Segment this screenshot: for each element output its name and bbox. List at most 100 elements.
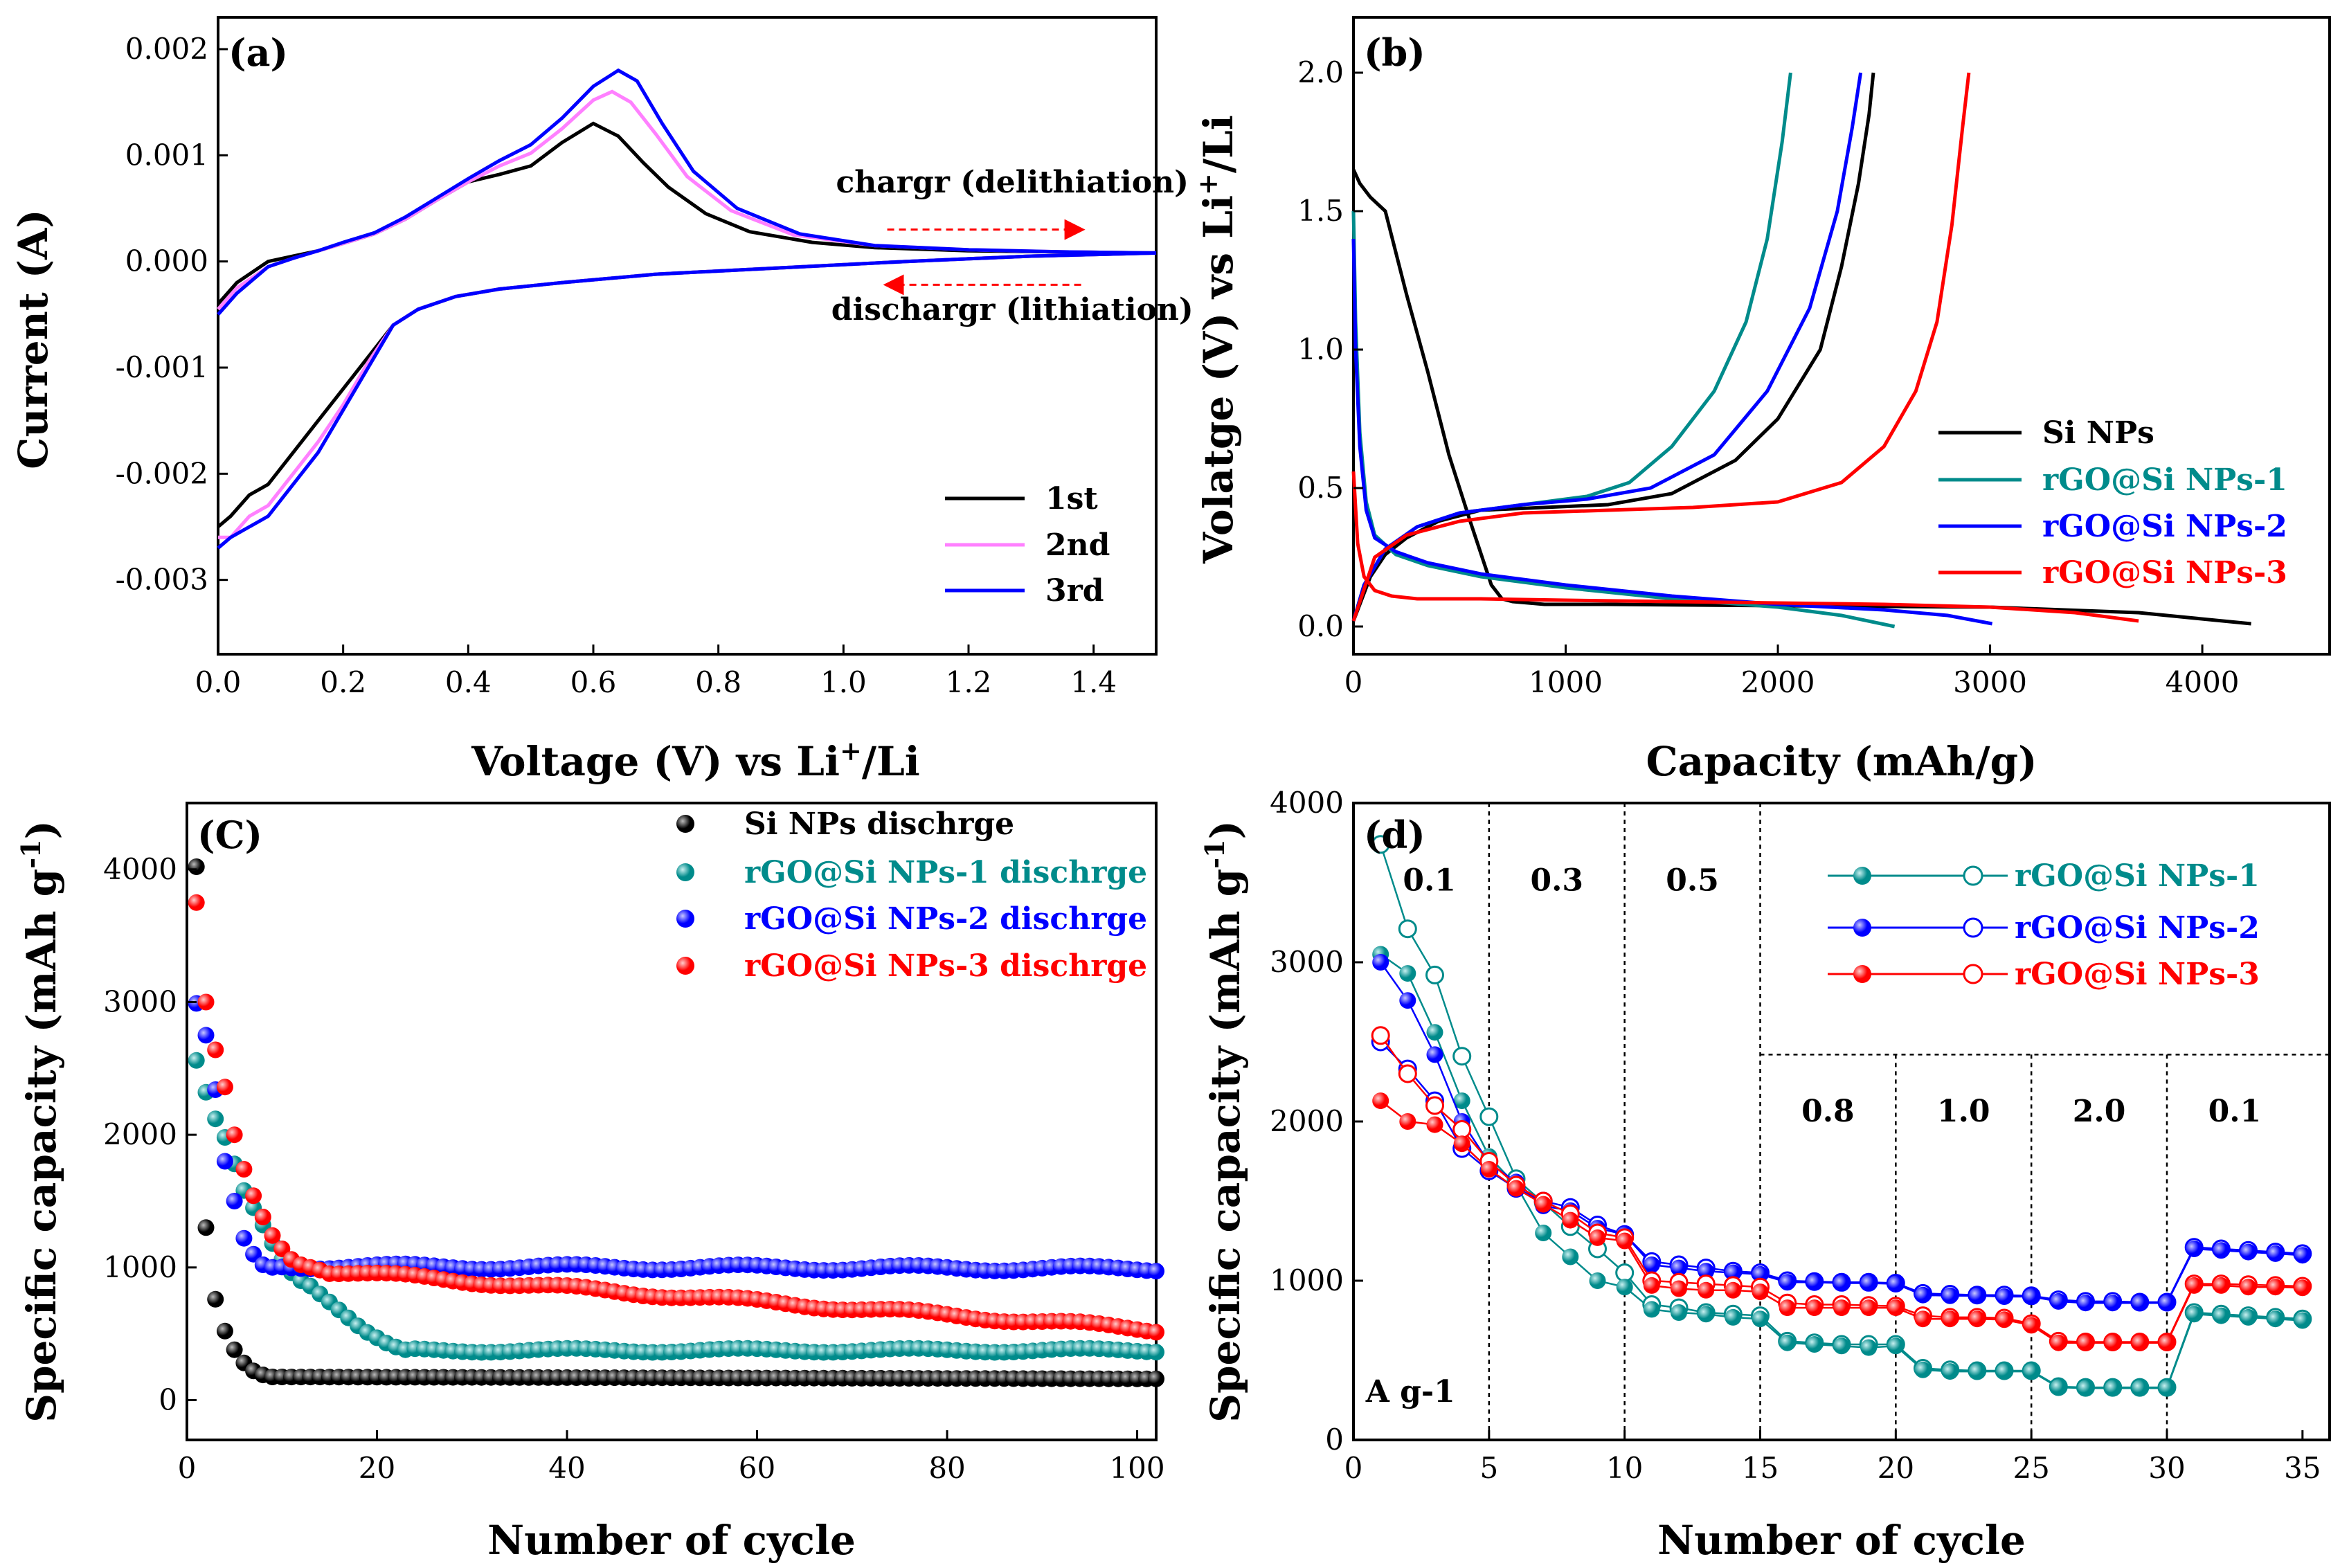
y-tick-label: -0.003: [116, 563, 208, 597]
charge-curve: [1351, 72, 1792, 622]
data-point: [1752, 1283, 1769, 1301]
data-point: [1426, 1024, 1443, 1041]
data-point: [1698, 1281, 1715, 1299]
legend: Si NPs rGO@Si NPs-1 rGO@Si NPs-2 rGO@Si …: [1938, 415, 2287, 591]
data-point: [1562, 1211, 1579, 1229]
data-point: [216, 1153, 233, 1170]
data-point: [1426, 1046, 1443, 1063]
legend-marker-rgo3-b: [1963, 964, 1983, 984]
data-point: [1914, 1286, 1932, 1304]
data-point: [207, 1110, 224, 1128]
data-point: [1671, 1259, 1687, 1277]
data-point: [2240, 1308, 2257, 1326]
plot-frame: [186, 802, 1158, 1441]
data-point: [1725, 1281, 1742, 1299]
data-point: [1535, 1225, 1552, 1241]
data-point: [1399, 965, 1416, 982]
data-point: [2267, 1279, 2284, 1296]
legend-label-1st: 1st: [1045, 481, 1098, 516]
data-point: [2077, 1295, 2094, 1312]
y-axis-label: Specific capacity (mAh g-1): [1199, 820, 1249, 1423]
data-point: [1148, 1324, 1164, 1341]
series-group: [1351, 72, 2251, 629]
data-point: [2159, 1380, 2175, 1397]
x-tick-label: 1000: [1529, 665, 1603, 699]
y-tick-label: 0.0: [1297, 609, 1344, 643]
legend-marker-rgo2: [676, 910, 694, 928]
data-point: [1480, 1161, 1497, 1178]
data-point: [1453, 1092, 1470, 1110]
y-tick-label: 0.5: [1297, 471, 1344, 505]
data-point: [2294, 1247, 2311, 1264]
data-point: [1833, 1299, 1850, 1317]
data-point-open: [1615, 1263, 1635, 1282]
data-point-open: [1425, 1096, 1444, 1115]
data-point: [1616, 1232, 1633, 1250]
legend-marker-rgo1-b: [1963, 865, 1983, 886]
legend-marker-rgo2-b: [1963, 917, 1983, 938]
y-tick-label: -0.001: [116, 350, 208, 384]
data-point: [1860, 1339, 1878, 1356]
x-tick-label: 0: [178, 1451, 197, 1485]
legend-marker-si: [676, 815, 694, 833]
legend-label-si-nps: Si NPs: [2042, 415, 2154, 451]
data-point: [2213, 1242, 2230, 1259]
charge-curve: [1351, 72, 1971, 622]
data-point-open: [1425, 965, 1444, 984]
rate-label: 0.5: [1666, 863, 1719, 899]
panel-label: (b): [1364, 30, 1425, 75]
x-axis-label: Capacity (mAh/g): [1646, 738, 2037, 785]
data-point: [2186, 1241, 2203, 1257]
rate-label: 0.1: [2208, 1094, 2262, 1129]
data-point: [245, 1245, 262, 1263]
data-point: [1698, 1306, 1715, 1323]
x-tick-label: 40: [548, 1451, 585, 1485]
axis-ticks: 0.0 0.2 0.4 0.6 0.8 1.0 1.2 1.4 0.002 0.001 0.000 -…: [116, 32, 1117, 699]
data-point: [188, 1052, 205, 1069]
y-axis-label-sup: -1: [15, 840, 46, 869]
data-point-open: [1452, 1120, 1472, 1139]
data-point: [2023, 1317, 2040, 1334]
data-point: [1399, 1113, 1416, 1130]
data-point: [2077, 1334, 2094, 1351]
x-tick-label: 1.0: [820, 665, 867, 699]
data-point: [1752, 1310, 1769, 1328]
data-point: [2050, 1334, 2067, 1351]
legend-label-2nd: 2nd: [1045, 528, 1110, 563]
data-point: [2023, 1363, 2040, 1380]
y-tick-label: 2.0: [1297, 55, 1344, 89]
legend-label-rgo2: rGO@Si NPs-2 dischrge: [744, 901, 1147, 937]
data-point: [1806, 1274, 1823, 1291]
data-point-open: [1371, 835, 1390, 854]
data-point: [245, 1187, 262, 1205]
data-point: [2213, 1277, 2230, 1294]
discharge-curve: [1351, 168, 2251, 626]
data-point: [1996, 1363, 2013, 1380]
data-point: [1887, 1275, 1905, 1292]
data-point: [2104, 1334, 2121, 1351]
panel-b-voltage-chart: 0 1000 2000 3000 4000 0.0 0.5 1.0 1.5 2.0 (b) Si …: [1192, 16, 2331, 785]
rate-dividers: [1488, 803, 2330, 1440]
charge-curve: [1351, 72, 1875, 622]
data-point: [1671, 1304, 1687, 1321]
x-tick-label: 20: [1878, 1451, 1914, 1485]
data-point: [2186, 1277, 2203, 1294]
data-point-open: [1452, 1047, 1472, 1066]
data-point: [1941, 1287, 1959, 1304]
y-tick-label: 0.002: [125, 32, 208, 66]
discharge-curve: [1351, 471, 2139, 623]
legend-label-rgo3: rGO@Si NPs-3: [2015, 957, 2260, 992]
data-point: [2050, 1379, 2067, 1396]
data-point: [2023, 1288, 2040, 1305]
rate-label: 0.1: [1403, 863, 1456, 899]
y-axis-label-main: Specific capacity (mAh g: [1202, 869, 1249, 1423]
legend: 1st 2nd 3rd: [945, 481, 1110, 609]
x-axis-label-tail: /Li: [862, 738, 920, 785]
data-point: [1914, 1310, 1932, 1328]
y-tick-label: 0: [159, 1383, 177, 1417]
data-point: [2077, 1380, 2094, 1397]
y-tick-label: 2000: [103, 1117, 177, 1151]
